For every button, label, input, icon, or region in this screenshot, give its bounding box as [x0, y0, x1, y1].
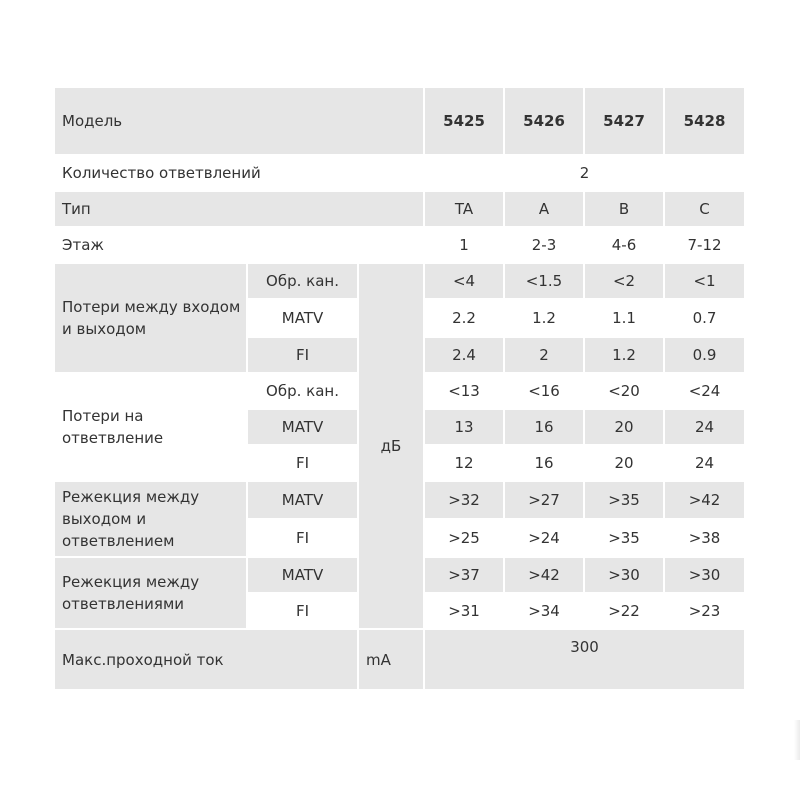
table-cell: 1.2: [505, 300, 584, 336]
model-5427: 5427: [585, 88, 664, 154]
table-cell: 24: [665, 410, 745, 444]
spec-table: Модель 5425 5426 5427 5428 Количество от…: [53, 86, 746, 691]
table-cell: >30: [585, 558, 664, 592]
table-cell: >31: [425, 594, 504, 628]
table-cell: 24: [665, 446, 745, 480]
edge-shadow: [794, 720, 800, 760]
table-cell: <20: [585, 374, 664, 408]
table-cell: <1.5: [505, 264, 584, 298]
table-cell: >30: [665, 558, 745, 592]
rej-taps-label: Режекция между ответвлениями: [55, 558, 246, 628]
type-row: Тип TA A B C: [55, 192, 745, 226]
table-cell: >23: [665, 594, 745, 628]
model-5425: 5425: [425, 88, 504, 154]
table-row: Потери на ответвление Обр. кан. <13 <16 …: [55, 374, 745, 480]
sub-label: FI: [248, 594, 357, 628]
table-cell: <2: [585, 264, 664, 298]
rej-out-tap-label: Режекция между выходом и ответвлением: [55, 482, 246, 556]
type-label: Тип: [55, 192, 424, 226]
floor-value: 1: [425, 228, 504, 262]
table-cell: 1.1: [585, 300, 664, 336]
loss-in-out-label: Потери между входом и выходом: [55, 264, 246, 372]
table-cell: <16: [505, 374, 584, 408]
table-cell: 12: [425, 446, 504, 480]
floor-value: 2-3: [505, 228, 584, 262]
table-cell: <13: [425, 374, 504, 408]
table-cell: 0.9: [665, 338, 745, 372]
unit-db: дБ: [359, 264, 424, 628]
table-cell: >35: [585, 482, 664, 518]
sub-label: FI: [248, 446, 357, 480]
table-row: MATV 13 16 20 24: [55, 410, 745, 444]
table-cell: <4: [425, 264, 504, 298]
table-cell: >34: [505, 594, 584, 628]
type-value: TA: [425, 192, 504, 226]
max-current-unit: mA: [359, 630, 424, 689]
table-cell: >42: [505, 558, 584, 592]
sub-label: FI: [248, 338, 357, 372]
table-cell: >24: [505, 520, 584, 556]
sub-label: MATV: [248, 300, 357, 336]
table-row: Режекция между ответвлениями MATV >37 >4…: [55, 558, 745, 628]
floor-value: 7-12: [665, 228, 745, 262]
type-value: A: [505, 192, 584, 226]
sub-label: Обр. кан.: [248, 264, 357, 298]
floor-label: Этаж: [55, 228, 424, 262]
table-row: FI >31 >34 >22 >23: [55, 594, 745, 628]
table-row: Режекция между выходом и ответвлением MA…: [55, 482, 745, 556]
sub-label: MATV: [248, 558, 357, 592]
loss-tap-label: Потери на ответвление: [55, 374, 246, 480]
branches-label: Количество ответвлений: [55, 156, 424, 190]
table-cell: 16: [505, 410, 584, 444]
floor-row: Этаж 1 2-3 4-6 7-12: [55, 228, 745, 262]
sub-label: MATV: [248, 482, 357, 518]
table-cell: 16: [505, 446, 584, 480]
max-current-row: Макс.проходной ток mA 300: [55, 630, 745, 689]
table-cell: >42: [665, 482, 745, 518]
max-current-label: Макс.проходной ток: [55, 630, 357, 689]
type-value: C: [665, 192, 745, 226]
table-row: FI >25 >24 >35 >38: [55, 520, 745, 556]
table-cell: <24: [665, 374, 745, 408]
sub-label: Обр. кан.: [248, 374, 357, 408]
max-current-value: 300: [425, 630, 745, 689]
table-row: MATV 2.2 1.2 1.1 0.7: [55, 300, 745, 336]
table-cell: >35: [585, 520, 664, 556]
table-cell: >27: [505, 482, 584, 518]
floor-value: 4-6: [585, 228, 664, 262]
table-row: FI 12 16 20 24: [55, 446, 745, 480]
table-cell: 20: [585, 446, 664, 480]
type-value: B: [585, 192, 664, 226]
table-cell: 2.4: [425, 338, 504, 372]
table-cell: 1.2: [585, 338, 664, 372]
model-5428: 5428: [665, 88, 745, 154]
table-cell: >22: [585, 594, 664, 628]
table-cell: >38: [665, 520, 745, 556]
table-cell: >25: [425, 520, 504, 556]
header-label: Модель: [55, 88, 424, 154]
model-5426: 5426: [505, 88, 584, 154]
table-cell: >37: [425, 558, 504, 592]
sub-label: FI: [248, 520, 357, 556]
table-cell: 13: [425, 410, 504, 444]
sub-label: MATV: [248, 410, 357, 444]
table-row: FI 2.4 2 1.2 0.9: [55, 338, 745, 372]
table-cell: 2: [505, 338, 584, 372]
table-row: Потери между входом и выходом Обр. кан. …: [55, 264, 745, 628]
branches-value: 2: [425, 156, 745, 190]
table-cell: <1: [665, 264, 745, 298]
table-cell: 2.2: [425, 300, 504, 336]
table-cell: 0.7: [665, 300, 745, 336]
branches-row: Количество ответвлений 2: [55, 156, 745, 190]
table-cell: 20: [585, 410, 664, 444]
table-cell: >32: [425, 482, 504, 518]
table-header-row: Модель 5425 5426 5427 5428: [55, 88, 745, 154]
